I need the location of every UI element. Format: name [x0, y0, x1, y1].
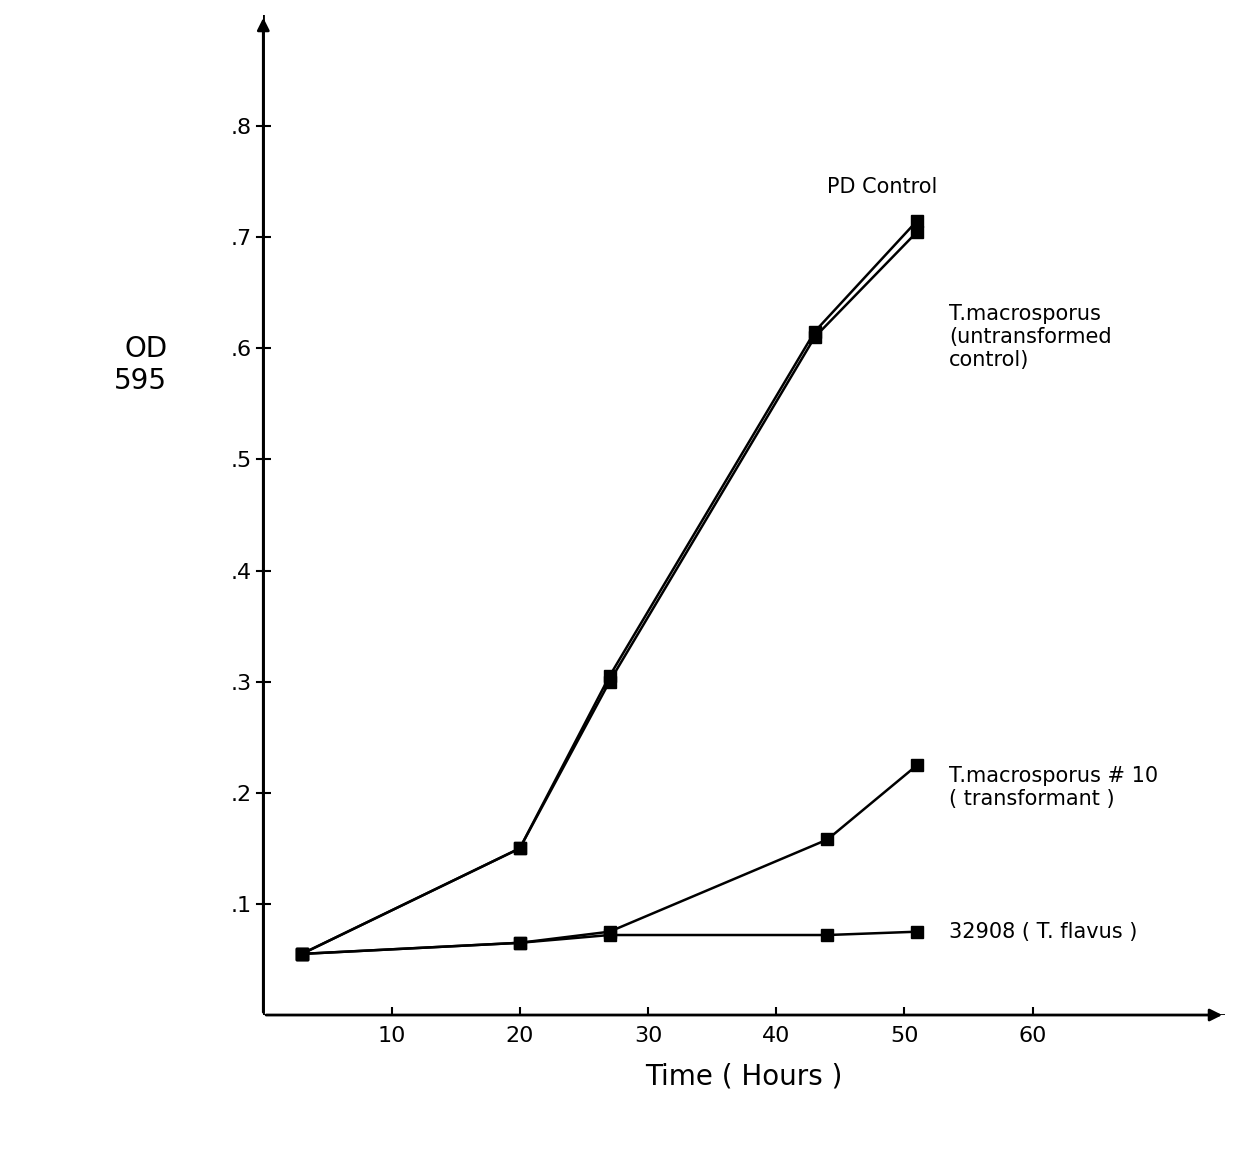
Text: T.macrosporus
(untransformed
control): T.macrosporus (untransformed control) — [950, 304, 1112, 370]
X-axis label: Time ( Hours ): Time ( Hours ) — [646, 1063, 843, 1091]
Y-axis label: OD
595: OD 595 — [114, 335, 167, 396]
Text: PD Control: PD Control — [827, 177, 937, 197]
Text: T.macrosporus # 10
( transformant ): T.macrosporus # 10 ( transformant ) — [950, 766, 1158, 809]
Text: 32908 ( T. flavus ): 32908 ( T. flavus ) — [950, 922, 1137, 942]
